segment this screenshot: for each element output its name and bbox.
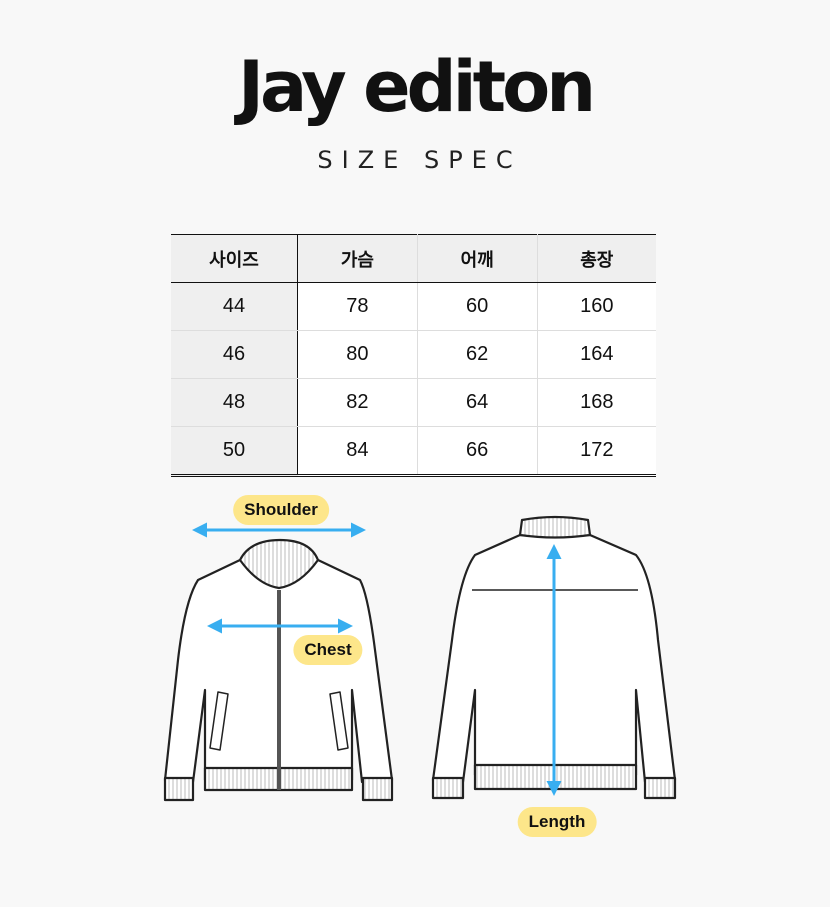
shoulder-label: Shoulder: [233, 495, 329, 525]
cell: 84: [297, 426, 418, 477]
cell: 168: [536, 378, 656, 427]
header-length: 총장: [536, 234, 656, 283]
page-subtitle: SIZE SPEC: [317, 146, 522, 174]
table-row: 50 84 66 172: [171, 426, 656, 477]
length-label: Length: [517, 807, 597, 837]
table-row: 44 78 60 160: [171, 282, 656, 331]
front-jacket-icon: [163, 538, 394, 802]
cell: 80: [297, 330, 418, 379]
cell: 82: [297, 378, 418, 427]
cell: 62: [416, 330, 538, 379]
cell: 50: [171, 426, 298, 477]
cell: 164: [536, 330, 656, 379]
header-shoulder: 어깨: [416, 234, 538, 283]
cell: 172: [536, 426, 656, 477]
cell: 46: [171, 330, 298, 379]
cell: 48: [171, 378, 298, 427]
cell: 44: [171, 282, 298, 331]
header-size: 사이즈: [171, 234, 298, 283]
cell: 160: [536, 282, 656, 331]
brand-logo: Jay editon: [237, 46, 596, 128]
cell: 64: [416, 378, 538, 427]
header-chest: 가슴: [297, 234, 418, 283]
table-row: 46 80 62 164: [171, 330, 656, 379]
table-header: 사이즈 가슴 어깨 총장: [171, 234, 656, 283]
table-row: 48 82 64 168: [171, 378, 656, 427]
cell: 60: [416, 282, 538, 331]
cell: 66: [416, 426, 538, 477]
chest-label: Chest: [293, 635, 363, 665]
cell: 78: [297, 282, 418, 331]
size-table: 사이즈 가슴 어깨 총장 44 78 60 160 46 80 62 164 48 82 64 1…: [171, 234, 656, 477]
